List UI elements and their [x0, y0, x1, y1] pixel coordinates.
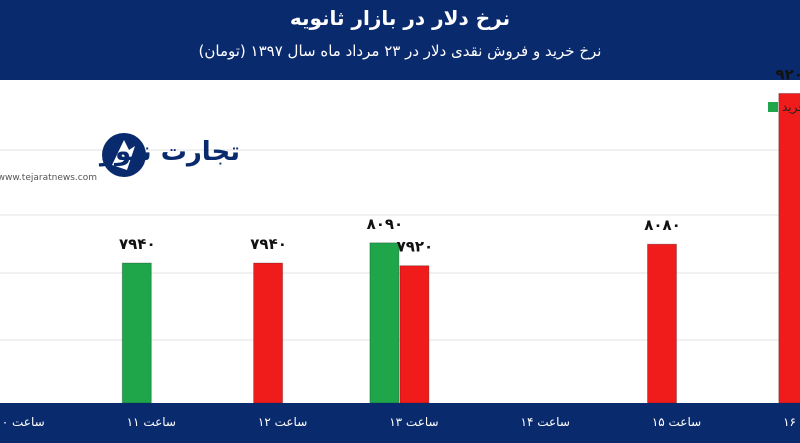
legend-swatch-buy: [768, 102, 778, 112]
x-tick-label: ساعت ۱۱: [127, 415, 176, 429]
x-axis-band: [0, 403, 800, 443]
bar-buy-13: [369, 242, 400, 404]
logo-site: www.tejaratnews.com: [0, 173, 97, 183]
data-label: ۷۹۴۰: [250, 235, 287, 253]
bar-sell-16: [778, 92, 800, 404]
data-label: ۸۰۹۰: [367, 215, 404, 233]
bar-sell-13: [399, 265, 430, 404]
chart-header: نرخ دلار در بازار ثانویه نرخ خرید و فروش…: [0, 0, 800, 80]
legend-label-buy: خرید: [782, 100, 800, 115]
bar-sell-12: [253, 262, 284, 404]
data-label: ۸۰۸۰: [644, 216, 681, 234]
logo-text: تجارت نیوز: [98, 137, 240, 167]
logo-emblem-arrow-icon: [112, 140, 135, 170]
x-tick-label: ساعت ۱۵: [652, 415, 701, 429]
x-tick-label: ساعت ۱۶: [783, 415, 800, 429]
chart-subtitle: نرخ خرید و فروش نقدی دلار در ۲۳ مرداد ما…: [198, 42, 602, 60]
x-tick-label: ساعت ۱۴: [521, 415, 570, 429]
data-label: ۹۲۰۰: [775, 65, 800, 83]
bar-sell-15: [647, 243, 677, 404]
data-label: ۷۹۲۰: [397, 238, 434, 256]
x-tick-label: ساعت ۱۳: [389, 415, 438, 429]
logo: تجارت نیوز www.tejaratnews.com: [0, 133, 240, 183]
x-tick-label: ساعت ۱۲: [258, 415, 307, 429]
bar-buy-11: [121, 262, 152, 404]
data-label: ۷۹۴۰: [119, 235, 156, 253]
legend: خرید: [768, 100, 800, 115]
chart-title: نرخ دلار در بازار ثانویه: [289, 6, 511, 30]
x-tick-label: ساعت ۱۰: [0, 415, 45, 429]
